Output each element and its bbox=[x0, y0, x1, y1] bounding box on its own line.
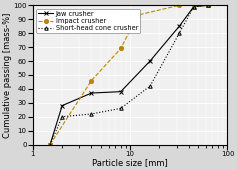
Impact crusher bbox=[49, 143, 51, 146]
Short-head cone crusher bbox=[206, 4, 209, 6]
Impact crusher bbox=[206, 4, 209, 6]
Short-head cone crusher bbox=[192, 6, 195, 8]
Legend: Jaw crusher, Impact crusher, Short-head cone crusher: Jaw crusher, Impact crusher, Short-head … bbox=[36, 9, 140, 33]
Jaw crusher bbox=[149, 60, 151, 62]
Short-head cone crusher bbox=[90, 113, 93, 115]
Short-head cone crusher bbox=[178, 32, 181, 34]
Jaw crusher bbox=[90, 92, 93, 94]
Impact crusher bbox=[90, 80, 93, 82]
Jaw crusher bbox=[61, 105, 64, 107]
Impact crusher bbox=[137, 14, 139, 16]
Short-head cone crusher bbox=[49, 143, 51, 146]
Line: Jaw crusher: Jaw crusher bbox=[48, 4, 210, 146]
Short-head cone crusher bbox=[119, 107, 122, 109]
Jaw crusher bbox=[119, 91, 122, 93]
Jaw crusher bbox=[206, 4, 209, 6]
Line: Impact crusher: Impact crusher bbox=[48, 3, 210, 147]
X-axis label: Particle size [mm]: Particle size [mm] bbox=[92, 158, 168, 167]
Impact crusher bbox=[119, 47, 122, 49]
Jaw crusher bbox=[192, 6, 195, 8]
Y-axis label: Cumulative passing [mass-%]: Cumulative passing [mass-%] bbox=[3, 12, 12, 138]
Line: Short-head cone crusher: Short-head cone crusher bbox=[48, 4, 210, 146]
Short-head cone crusher bbox=[149, 85, 151, 87]
Short-head cone crusher bbox=[61, 116, 64, 118]
Impact crusher bbox=[192, 4, 195, 6]
Impact crusher bbox=[178, 4, 181, 6]
Jaw crusher bbox=[49, 143, 51, 146]
Jaw crusher bbox=[178, 25, 181, 27]
